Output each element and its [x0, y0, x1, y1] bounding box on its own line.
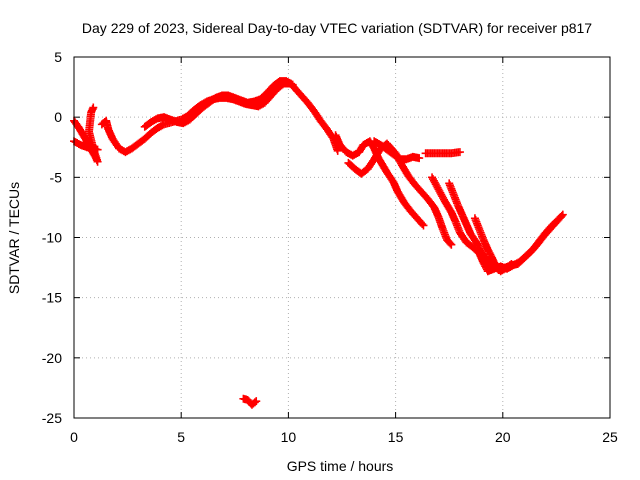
series-track-h: [421, 148, 464, 158]
series-track-l: [239, 394, 261, 409]
x-tick-label: 0: [70, 429, 78, 445]
gridlines: [74, 57, 610, 418]
y-tick-label: -20: [42, 350, 62, 366]
y-tick-label: 0: [54, 109, 62, 125]
x-tick-label: 15: [388, 429, 404, 445]
chart-title: Day 229 of 2023, Sidereal Day-to-day VTE…: [82, 20, 592, 36]
x-axis-title: GPS time / hours: [287, 458, 394, 474]
series-markers: [97, 79, 342, 157]
series-markers: [370, 137, 424, 164]
x-tick-label: 20: [495, 429, 511, 445]
axis-ticks: [73, 56, 611, 419]
series-markers: [421, 148, 464, 158]
series-track-j: [445, 179, 565, 274]
series-markers: [470, 214, 516, 276]
y-tick-label: -10: [42, 230, 62, 246]
series-track-d: [140, 77, 297, 131]
series-track-c: [97, 79, 342, 157]
series-track-a: [70, 103, 102, 166]
y-axis-title: SDTVAR / TECUs: [6, 182, 22, 294]
y-tick-label: -5: [50, 169, 63, 185]
x-tick-labels: 0 5 10 15 20 25: [70, 429, 618, 445]
series-markers: [70, 103, 102, 166]
series-track-k: [470, 214, 516, 276]
series-markers: [445, 179, 565, 274]
series-markers: [239, 394, 261, 409]
x-tick-label: 5: [177, 429, 185, 445]
series-markers: [140, 77, 297, 131]
series-track-g: [370, 137, 424, 164]
y-tick-label: -15: [42, 290, 62, 306]
x-tick-label: 25: [602, 429, 618, 445]
data-markers: [70, 77, 567, 409]
y-tick-label: -25: [42, 410, 62, 426]
x-tick-label: 10: [281, 429, 297, 445]
y-tick-label: 5: [54, 49, 62, 65]
y-tick-labels: 5 0 -5 -10 -15 -20 -25: [42, 49, 62, 426]
